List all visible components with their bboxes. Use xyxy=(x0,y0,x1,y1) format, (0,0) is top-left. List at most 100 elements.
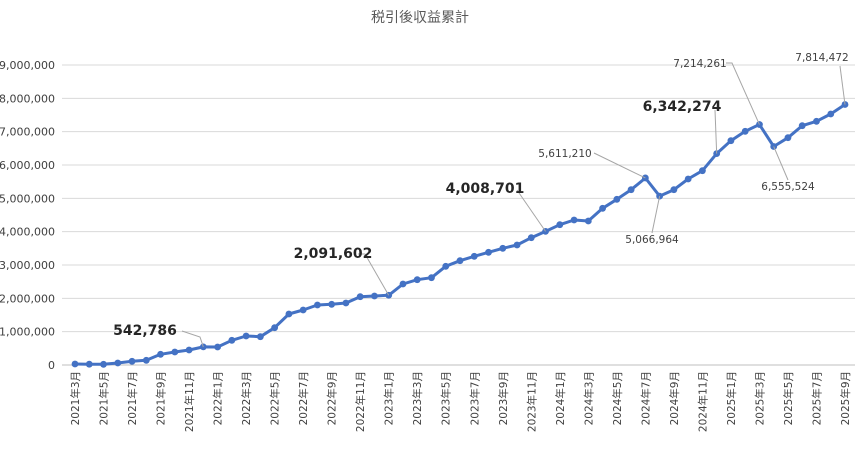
y-tick-label: 6,000,000 xyxy=(0,159,55,172)
y-tick-label: 8,000,000 xyxy=(0,92,55,105)
data-point xyxy=(713,150,721,157)
data-point xyxy=(599,204,606,212)
data-point xyxy=(442,262,450,270)
data-point xyxy=(727,137,735,145)
data-point xyxy=(584,217,592,225)
data-point xyxy=(699,167,706,175)
data-label: 5,066,964 xyxy=(625,234,679,246)
data-point xyxy=(613,195,621,203)
data-point xyxy=(185,346,193,354)
series-points xyxy=(71,101,849,368)
data-point xyxy=(314,301,321,309)
data-point xyxy=(813,117,820,125)
x-axis-tick-labels: 2021年3月 2021年5月 2021年7月 2021年9月 2021年11月 2022… xyxy=(69,371,852,432)
y-tick-label: 1,000,000 xyxy=(0,326,55,339)
x-tick-label: 2022年7月 xyxy=(297,371,310,425)
data-point xyxy=(741,127,749,135)
data-point xyxy=(85,360,93,368)
data-point xyxy=(285,310,293,318)
data-point xyxy=(827,110,835,118)
data-point xyxy=(71,360,79,368)
x-tick-label: 2021年9月 xyxy=(155,371,168,425)
data-point xyxy=(342,299,350,307)
x-tick-label: 2025年7月 xyxy=(810,371,823,425)
data-point xyxy=(798,122,806,130)
data-point xyxy=(271,324,279,332)
data-point xyxy=(413,276,421,284)
data-point xyxy=(242,332,250,340)
x-tick-label: 2024年1月 xyxy=(554,371,567,425)
data-point xyxy=(770,143,778,150)
data-label: 542,786 xyxy=(113,323,177,339)
annotation-leader-line xyxy=(181,330,204,348)
x-tick-label: 2023年9月 xyxy=(497,371,510,425)
x-tick-label: 2025年1月 xyxy=(725,371,738,425)
data-point xyxy=(670,186,678,194)
annotation-leader-line xyxy=(714,109,718,154)
x-tick-label: 2023年7月 xyxy=(468,371,481,425)
x-tick-label: 2025年5月 xyxy=(782,371,795,425)
data-point xyxy=(371,292,378,300)
x-tick-label: 2022年3月 xyxy=(240,371,253,425)
x-tick-label: 2024年5月 xyxy=(611,371,624,425)
y-tick-label: 7,000,000 xyxy=(0,126,55,139)
data-point xyxy=(128,357,136,365)
data-point xyxy=(256,333,264,341)
data-point xyxy=(542,227,549,235)
data-point xyxy=(199,343,207,351)
chart-title: 税引後収益累計 xyxy=(371,10,469,26)
data-point xyxy=(399,280,407,288)
data-label: 6,342,274 xyxy=(643,99,722,115)
annotation-leader-line xyxy=(516,189,546,232)
data-point xyxy=(684,175,692,183)
data-point xyxy=(527,234,535,242)
data-point xyxy=(356,293,364,301)
x-tick-label: 2024年11月 xyxy=(696,371,709,432)
x-tick-label: 2023年5月 xyxy=(440,371,453,425)
data-label: 4,008,701 xyxy=(446,181,525,197)
x-tick-label: 2021年5月 xyxy=(98,371,111,425)
x-tick-label: 2024年7月 xyxy=(639,371,652,425)
y-tick-label: 0 xyxy=(48,359,55,372)
annotation-leader-line xyxy=(726,62,760,125)
data-point xyxy=(114,359,122,367)
data-point xyxy=(513,241,521,249)
y-tick-label: 4,000,000 xyxy=(0,226,55,239)
y-tick-label: 2,000,000 xyxy=(0,292,55,305)
data-point xyxy=(171,348,179,356)
y-axis-tick-labels: 0 1,000,000 2,000,000 3,000,000 4,000,000 5,0… xyxy=(0,59,55,372)
data-label: 5,611,210 xyxy=(538,148,591,160)
data-point xyxy=(784,134,792,142)
data-point xyxy=(228,336,236,344)
data-point xyxy=(299,306,307,314)
data-point xyxy=(456,257,464,265)
data-point xyxy=(499,244,507,252)
x-tick-label: 2025年9月 xyxy=(839,371,852,425)
x-tick-label: 2022年9月 xyxy=(326,371,339,425)
data-point xyxy=(157,350,164,358)
annotation-leader-line xyxy=(839,65,846,105)
annotation-leader-line xyxy=(773,146,789,181)
data-label: 7,214,261 xyxy=(673,58,726,70)
data-point xyxy=(485,248,492,256)
data-point xyxy=(100,360,107,368)
data-point xyxy=(428,274,435,282)
data-label: 2,091,602 xyxy=(294,246,373,262)
data-label: 6,555,524 xyxy=(761,181,815,193)
x-tick-label: 2025年3月 xyxy=(753,371,766,425)
y-tick-label: 5,000,000 xyxy=(0,192,55,205)
x-tick-label: 2024年3月 xyxy=(582,371,595,425)
annotation-leader-line xyxy=(358,253,390,296)
data-label: 7,814,472 xyxy=(795,52,848,64)
y-tick-label: 3,000,000 xyxy=(0,259,55,272)
x-tick-label: 2022年1月 xyxy=(212,371,225,425)
data-point xyxy=(627,186,635,194)
x-tick-label: 2022年11月 xyxy=(354,371,367,432)
annotation-leader-line xyxy=(593,152,646,179)
data-point xyxy=(470,252,478,260)
data-point xyxy=(570,216,578,224)
x-tick-label: 2024年9月 xyxy=(668,371,681,425)
data-point xyxy=(214,343,221,351)
x-tick-label: 2023年11月 xyxy=(525,371,538,432)
